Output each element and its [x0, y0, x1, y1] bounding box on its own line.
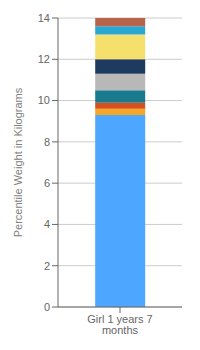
svg-text:12: 12: [38, 53, 50, 65]
svg-text:8: 8: [44, 136, 50, 148]
svg-text:0: 0: [44, 301, 50, 313]
svg-text:Girl 1 years 7months: Girl 1 years 7months: [87, 313, 152, 336]
svg-text:14: 14: [38, 12, 50, 24]
svg-text:10: 10: [38, 94, 50, 106]
svg-text:6: 6: [44, 177, 50, 189]
svg-text:4: 4: [44, 218, 50, 230]
svg-text:2: 2: [44, 260, 50, 272]
svg-text:Percentile Weight in Kilograms: Percentile Weight in Kilograms: [12, 87, 24, 237]
